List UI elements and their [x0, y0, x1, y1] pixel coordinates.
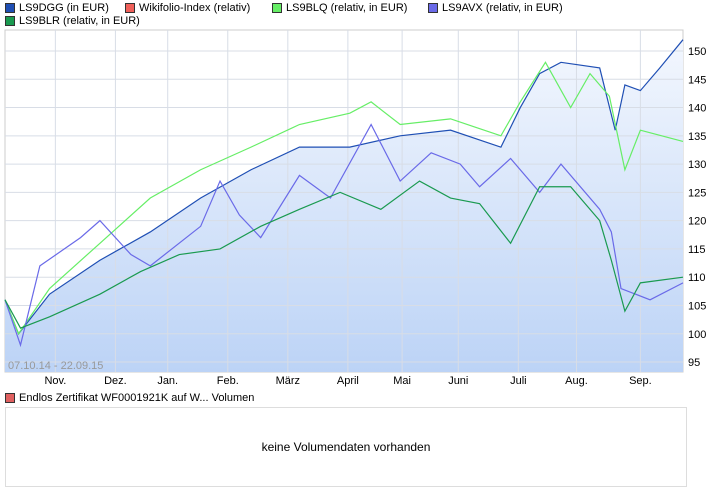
- y-tick-label: 145: [688, 74, 706, 86]
- legend-item[interactable]: LS9DGG (in EUR): [5, 2, 109, 14]
- y-tick-label: 120: [688, 216, 706, 228]
- x-tick-label: Dez.: [104, 375, 127, 387]
- legend-swatch: [428, 3, 438, 13]
- legend-label: LS9BLQ (relativ, in EUR): [286, 2, 408, 14]
- price-chart: 95 100 105 110 115 120 125 130 135 140 145 150 Nov. D…: [4, 29, 706, 387]
- legend-swatch: [272, 3, 282, 13]
- y-tick-label: 115: [688, 244, 706, 256]
- series-line-3: [4, 180, 684, 329]
- x-tick-label: Feb.: [217, 375, 239, 387]
- legend-item[interactable]: Wikifolio-Index (relativ): [125, 2, 250, 14]
- series-line-0: [4, 39, 684, 335]
- legend-item[interactable]: LS9BLQ (relativ, in EUR): [272, 2, 407, 14]
- y-tick-label: 135: [688, 131, 706, 143]
- legend-item[interactable]: LS9AVX (relativ, in EUR): [428, 2, 563, 14]
- y-tick-label: 110: [688, 272, 706, 284]
- volume-swatch: [5, 393, 15, 403]
- volume-legend: Endlos Zertifikat WF0001921K auf W... Vo…: [5, 392, 254, 404]
- legend-label: LS9BLR (relativ, in EUR): [19, 15, 140, 27]
- y-tick-label: 100: [688, 329, 706, 341]
- y-tick-label: 150: [688, 46, 706, 58]
- x-tick-label: April: [337, 375, 359, 387]
- y-tick-label: 130: [688, 159, 706, 171]
- legend-swatch: [125, 3, 135, 13]
- legend-label: LS9AVX (relativ, in EUR): [442, 2, 563, 14]
- x-tick-label: Juni: [448, 375, 468, 387]
- legend-label: LS9DGG (in EUR): [19, 2, 109, 14]
- series-line-2: [4, 123, 684, 348]
- volume-legend-label: Endlos Zertifikat WF0001921K auf W... Vo…: [19, 392, 255, 404]
- x-tick-label: Sep.: [629, 375, 652, 387]
- x-tick-label: März: [276, 375, 300, 387]
- y-tick-label: 95: [688, 357, 700, 369]
- legend-swatch: [5, 3, 15, 13]
- x-tick-label: Mai: [393, 375, 411, 387]
- y-tick-label: 140: [688, 103, 706, 115]
- y-tick-label: 105: [688, 300, 706, 312]
- x-tick-label: Juli: [510, 375, 527, 387]
- volume-panel: keine Volumendaten vorhanden: [5, 407, 687, 487]
- legend-label: Wikifolio-Index (relativ): [139, 2, 251, 14]
- no-volume-message: keine Volumendaten vorhanden: [261, 440, 431, 454]
- legend-item[interactable]: LS9BLR (relativ, in EUR): [5, 15, 140, 27]
- date-range-label: 07.10.14 - 22.09.15: [8, 360, 103, 372]
- x-tick-label: Nov.: [44, 375, 66, 387]
- x-tick-label: Aug.: [565, 375, 588, 387]
- legend-swatch: [5, 16, 15, 26]
- y-tick-label: 125: [688, 187, 706, 199]
- x-tick-label: Jan.: [157, 375, 178, 387]
- series-line-1: [4, 61, 684, 336]
